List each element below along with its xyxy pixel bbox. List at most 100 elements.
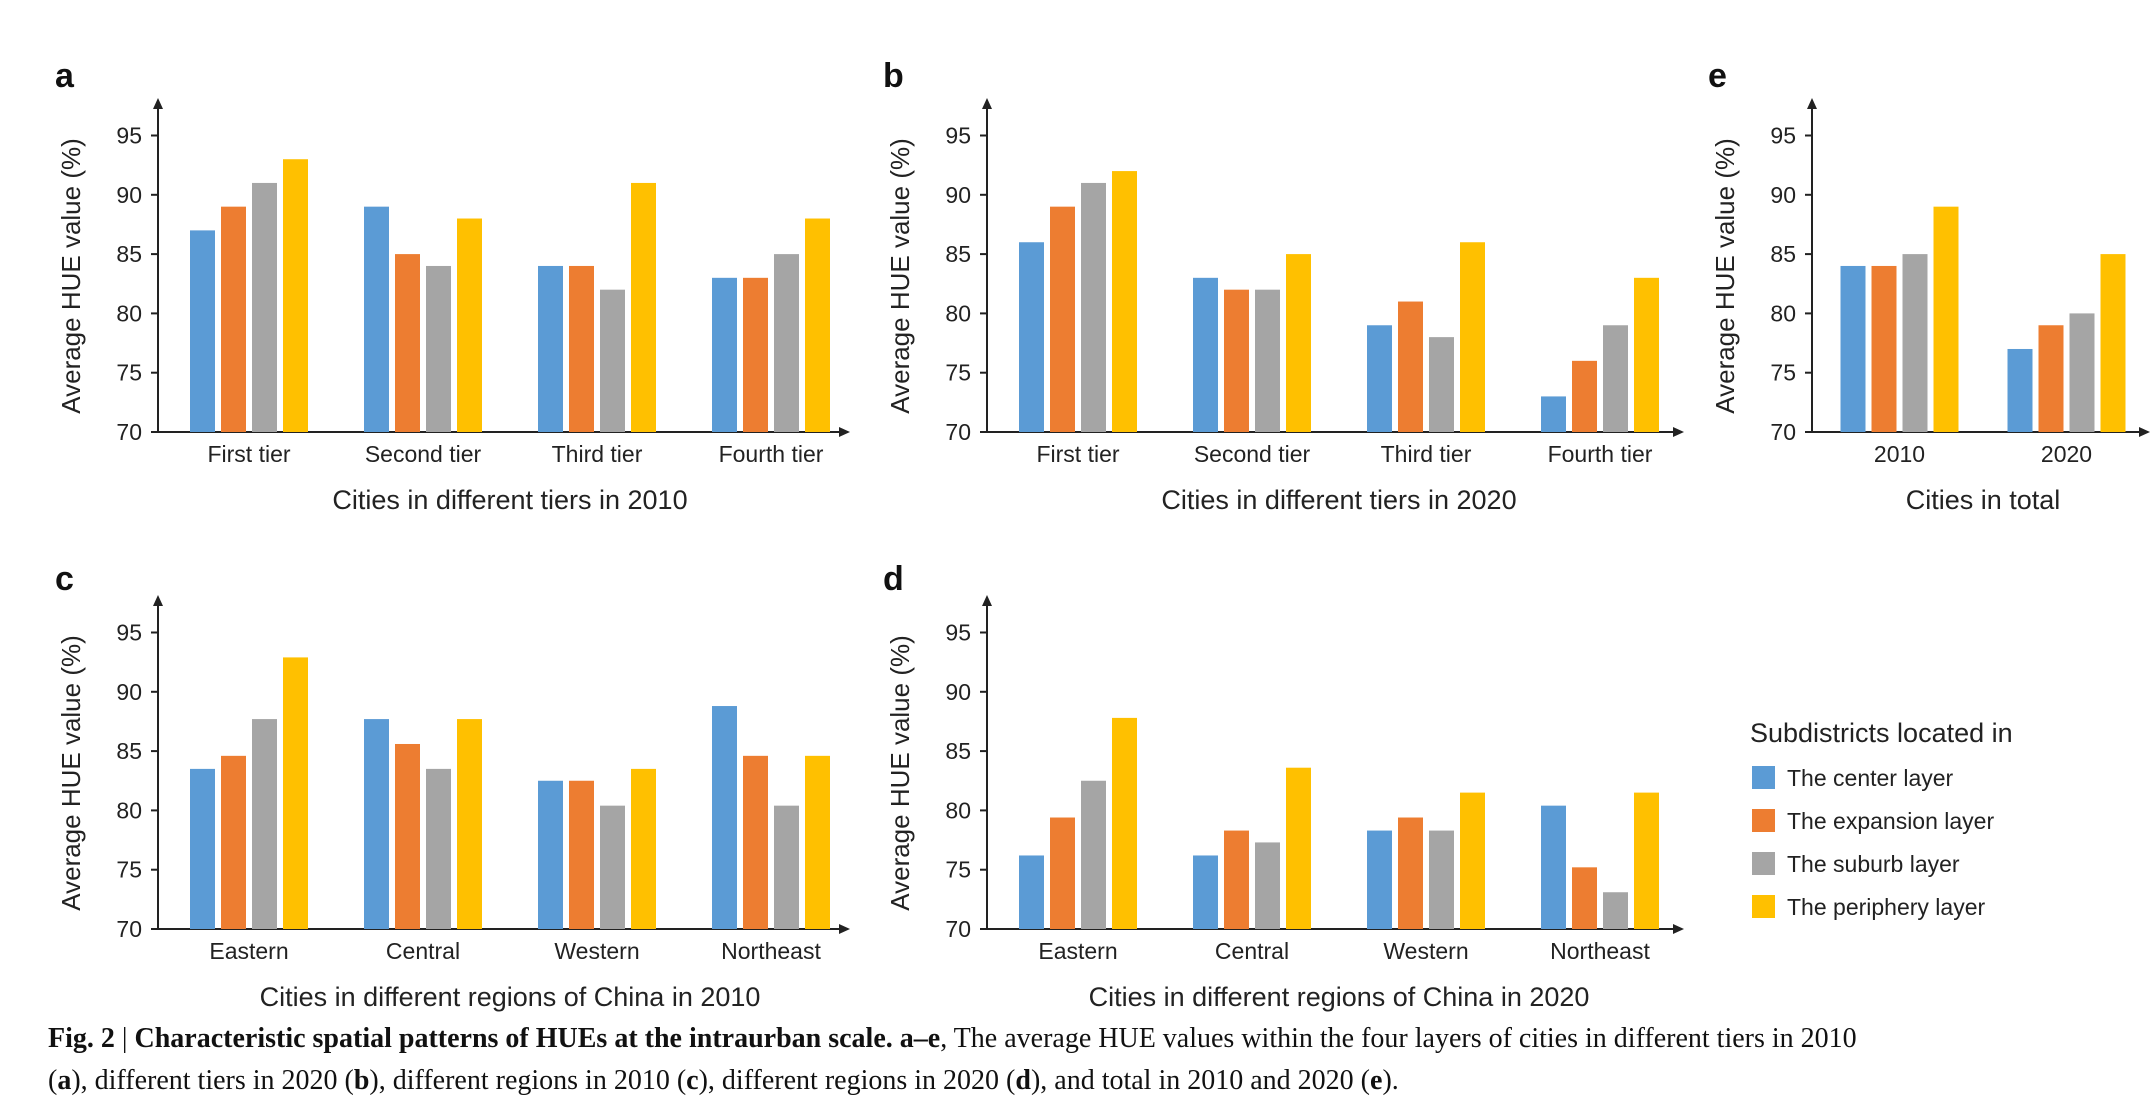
bar-periphery (283, 159, 308, 432)
x-tick-label: Third tier (1381, 441, 1472, 467)
y-axis-arrow (982, 595, 992, 606)
y-tick-label: 70 (116, 419, 142, 445)
y-axis-arrow (153, 595, 163, 606)
bar-center (1019, 242, 1044, 432)
bar-periphery (457, 719, 482, 929)
y-tick-label: 90 (1770, 182, 1796, 208)
bar-center (364, 719, 389, 929)
panel-letter: c (55, 560, 74, 598)
x-tick-label: Third tier (552, 441, 643, 467)
caption-line-2: (a), different tiers in 2020 (b), differ… (48, 1060, 2108, 1102)
panel-letter: e (1708, 57, 1727, 95)
bar-periphery (1933, 206, 1959, 432)
bar-expansion (2038, 325, 2064, 432)
legend-swatch (1752, 852, 1775, 875)
y-tick-label: 75 (945, 360, 971, 386)
bar-suburb (426, 265, 451, 432)
bar-expansion (1398, 301, 1423, 432)
chart-panel-c: c 70 75 80 85 90 95 Average HUE value (%) Easter… (55, 560, 850, 1012)
y-tick-label: 80 (116, 300, 142, 326)
panel-letter: d (883, 560, 904, 598)
legend-label: The suburb layer (1787, 851, 1960, 877)
y-axis-title: Average HUE value (%) (885, 138, 915, 414)
x-tick-label: Western (554, 938, 639, 964)
x-axis-title: Cities in different regions of China in … (260, 982, 761, 1012)
x-tick-label: First tier (207, 441, 290, 467)
bar-expansion (1050, 206, 1075, 432)
y-tick-label: 90 (945, 679, 971, 705)
legend-label: The periphery layer (1787, 894, 1985, 920)
x-tick-label: Fourth tier (1548, 441, 1653, 467)
caption-line1-rest: , The average HUE values within the four… (940, 1023, 1857, 1054)
bar-expansion (569, 780, 594, 929)
caption-text: ( (48, 1065, 58, 1096)
x-tick-label: Eastern (209, 938, 288, 964)
x-axis-title: Cities in different tiers in 2010 (332, 485, 687, 515)
y-axis-title: Average HUE value (%) (56, 138, 86, 414)
bar-center (190, 768, 215, 929)
y-tick-label: 85 (1770, 241, 1796, 267)
bar-expansion (569, 265, 594, 432)
bar-center (1193, 277, 1218, 432)
x-axis-arrow (1673, 427, 1684, 437)
y-axis-arrow (153, 98, 163, 109)
y-axis-title: Average HUE value (%) (885, 635, 915, 911)
bar-center (538, 780, 563, 929)
legend-swatch (1752, 809, 1775, 832)
bar-suburb (1255, 842, 1280, 929)
y-tick-label: 85 (116, 738, 142, 764)
x-tick-label: 2020 (2041, 441, 2092, 467)
bar-center (712, 277, 737, 432)
bar-center (1840, 265, 1866, 432)
bar-periphery (457, 218, 482, 432)
chart-panel-a: a 70 75 80 85 90 95 Average HUE value (%) First … (55, 57, 850, 515)
y-tick-label: 75 (945, 857, 971, 883)
y-tick-label: 75 (116, 857, 142, 883)
x-tick-label: Second tier (1194, 441, 1311, 467)
bar-center (2007, 348, 2033, 432)
bar-suburb (1603, 325, 1628, 432)
x-tick-label: Eastern (1038, 938, 1117, 964)
bar-periphery (805, 755, 830, 929)
x-tick-label: Northeast (1550, 938, 1650, 964)
caption-separator: | (114, 1023, 135, 1054)
bar-expansion (743, 755, 768, 929)
bar-suburb (252, 719, 277, 929)
x-tick-label: Fourth tier (719, 441, 824, 467)
y-tick-label: 80 (945, 300, 971, 326)
y-tick-label: 90 (116, 679, 142, 705)
y-tick-label: 85 (945, 241, 971, 267)
chart-panel-b: b 70 75 80 85 90 95 Average HUE value (%) First … (883, 57, 1684, 515)
bar-suburb (1429, 337, 1454, 432)
bar-expansion (395, 254, 420, 432)
legend-swatch (1752, 766, 1775, 789)
bar-suburb (1603, 892, 1628, 929)
panel-letter: b (883, 57, 904, 95)
y-tick-label: 95 (116, 620, 142, 646)
caption-text: ). (1382, 1065, 1399, 1096)
caption-panel-ref: d (1015, 1065, 1031, 1096)
bar-suburb (1902, 254, 1928, 432)
y-tick-label: 70 (945, 419, 971, 445)
y-axis-arrow (1807, 98, 1817, 109)
x-axis-arrow (839, 924, 850, 934)
x-tick-label: Central (386, 938, 460, 964)
x-axis-arrow (839, 427, 850, 437)
bar-expansion (1224, 830, 1249, 929)
y-tick-label: 85 (945, 738, 971, 764)
bar-suburb (1429, 830, 1454, 929)
y-tick-label: 85 (116, 241, 142, 267)
y-tick-label: 95 (116, 123, 142, 149)
legend-label: The center layer (1787, 765, 1954, 791)
bar-expansion (1398, 817, 1423, 929)
y-tick-label: 75 (1770, 360, 1796, 386)
bar-center (538, 265, 563, 432)
y-tick-label: 70 (116, 916, 142, 942)
bar-center (364, 206, 389, 432)
y-tick-label: 80 (1770, 300, 1796, 326)
y-tick-label: 70 (945, 916, 971, 942)
y-tick-label: 80 (945, 797, 971, 823)
bar-periphery (805, 218, 830, 432)
y-tick-label: 70 (1770, 419, 1796, 445)
